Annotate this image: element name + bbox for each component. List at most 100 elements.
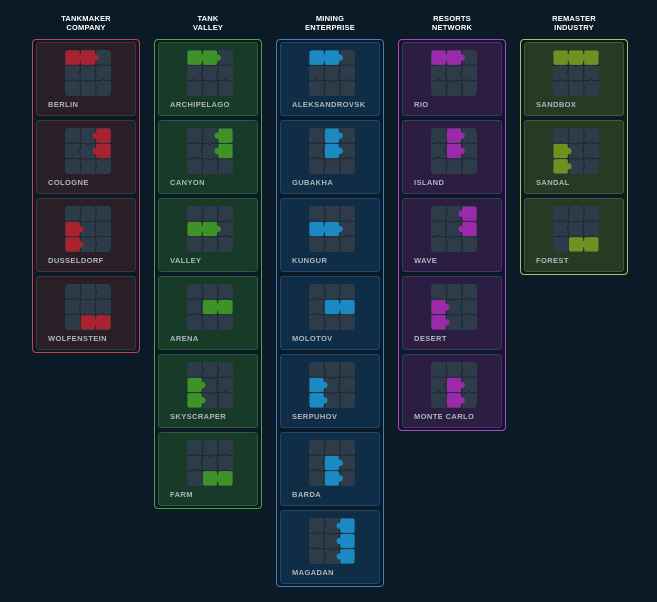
puzzle-knob <box>92 147 99 155</box>
level-card-archipelago[interactable]: ARCHIPELAGO <box>158 42 258 116</box>
level-thumbnail <box>187 440 233 486</box>
level-card-barda[interactable]: BARDA <box>280 432 380 506</box>
level-card-skyscraper[interactable]: SKYSCRAPER <box>158 354 258 428</box>
level-thumbnail <box>309 440 355 486</box>
puzzle-piece <box>187 377 202 393</box>
level-card-monte-carlo[interactable]: MONTE CARLO <box>402 354 502 428</box>
puzzle-seam <box>187 453 233 458</box>
puzzle-knob <box>458 132 465 139</box>
level-label: SERPUHOV <box>292 412 338 421</box>
puzzle-knob <box>458 381 465 389</box>
puzzle-seam <box>553 219 599 224</box>
puzzle-icon <box>309 518 355 564</box>
level-label: WAVE <box>414 256 438 265</box>
puzzle-knob <box>92 132 99 139</box>
puzzle-seam <box>187 375 233 380</box>
level-card-farm[interactable]: FARM <box>158 432 258 506</box>
level-card-dusseldorf[interactable]: DUSSELDORF <box>36 198 136 272</box>
puzzle-piece <box>340 533 355 549</box>
puzzle-icon <box>65 206 111 252</box>
puzzle-seam <box>553 78 599 83</box>
level-card-molotov[interactable]: MOLOTOV <box>280 276 380 350</box>
puzzle-knob <box>458 397 465 404</box>
level-card-aleksandrovsk[interactable]: ALEKSANDROVSK <box>280 42 380 116</box>
level-card-forest[interactable]: FOREST <box>524 198 624 272</box>
puzzle-piece <box>324 50 340 65</box>
puzzle-piece <box>218 471 233 486</box>
level-card-sandbox[interactable]: SANDBOX <box>524 42 624 116</box>
puzzle-piece <box>340 518 355 533</box>
level-card-cologne[interactable]: COLOGNE <box>36 120 136 194</box>
level-card-island[interactable]: ISLAND <box>402 120 502 194</box>
puzzle-seam <box>553 141 599 146</box>
puzzle-icon <box>431 128 477 174</box>
puzzle-piece <box>462 206 477 221</box>
level-label: MOLOTOV <box>292 334 333 343</box>
puzzle-knob <box>443 303 450 311</box>
level-thumbnail <box>309 128 355 174</box>
puzzle-icon <box>187 284 233 330</box>
puzzle-piece <box>324 455 340 471</box>
puzzle-knob <box>336 303 343 311</box>
puzzle-icon <box>65 284 111 330</box>
puzzle-knob <box>336 522 343 529</box>
level-card-desert[interactable]: DESERT <box>402 276 502 350</box>
group-title: TANK VALLEY <box>154 0 262 38</box>
level-label: CANYON <box>170 178 205 187</box>
level-thumbnail <box>187 284 233 330</box>
level-label: MONTE CARLO <box>414 412 475 421</box>
puzzle-piece <box>324 299 340 315</box>
level-thumbnail <box>431 362 477 408</box>
puzzle-piece <box>553 143 568 159</box>
puzzle-knob <box>321 397 328 404</box>
level-thumbnail <box>65 128 111 174</box>
puzzle-piece <box>187 393 202 408</box>
group-column: TANK VALLEY ARCHIPELAGO CANYON VALLEY ARENA SK… <box>154 0 262 509</box>
level-thumbnail <box>553 50 599 96</box>
level-card-wolfenstein[interactable]: WOLFENSTEIN <box>36 276 136 350</box>
puzzle-piece <box>202 471 218 486</box>
level-thumbnail <box>309 206 355 252</box>
puzzle-piece <box>584 50 599 65</box>
puzzle-icon <box>309 362 355 408</box>
puzzle-icon <box>553 128 599 174</box>
puzzle-knob <box>458 210 465 217</box>
group-frame: SANDBOX SANDAL FOREST <box>520 39 628 275</box>
level-card-gubakha[interactable]: GUBAKHA <box>280 120 380 194</box>
level-card-berlin[interactable]: BERLIN <box>36 42 136 116</box>
puzzle-icon <box>187 128 233 174</box>
puzzle-icon <box>65 50 111 96</box>
puzzle-piece <box>218 143 233 159</box>
puzzle-piece <box>187 50 202 65</box>
level-thumbnail <box>187 50 233 96</box>
puzzle-seam <box>215 362 220 408</box>
level-card-kungur[interactable]: KUNGUR <box>280 198 380 272</box>
level-card-rio[interactable]: RIO <box>402 42 502 116</box>
level-label: BARDA <box>292 490 322 499</box>
level-card-wave[interactable]: WAVE <box>402 198 502 272</box>
level-card-canyon[interactable]: CANYON <box>158 120 258 194</box>
group-column: TANKMAKER COMPANY BERLIN COLOGNE DUSSELDORF W… <box>32 0 140 353</box>
puzzle-piece <box>80 315 96 330</box>
group-title-line2: NETWORK <box>431 23 473 32</box>
puzzle-piece <box>340 549 355 564</box>
level-card-serpuhov[interactable]: SERPUHOV <box>280 354 380 428</box>
group-frame: ALEKSANDROVSK GUBAKHA KUNGUR MOLOTOV SERPUHO… <box>276 39 384 587</box>
top-caption-text: · · · · · · · <box>311 0 346 4</box>
puzzle-knob <box>336 537 343 545</box>
level-label: ARCHIPELAGO <box>170 100 230 109</box>
level-label: WOLFENSTEIN <box>48 334 107 343</box>
level-label: SANDAL <box>536 178 570 187</box>
level-label: FARM <box>170 490 193 499</box>
group-title-line1: TANKMAKER <box>61 14 111 23</box>
level-label: GUBAKHA <box>292 178 334 187</box>
level-card-arena[interactable]: ARENA <box>158 276 258 350</box>
puzzle-seam <box>431 156 477 161</box>
puzzle-icon <box>309 128 355 174</box>
puzzle-piece <box>324 143 340 159</box>
level-card-valley[interactable]: VALLEY <box>158 198 258 272</box>
level-card-magadan[interactable]: MAGADAN <box>280 510 380 584</box>
level-card-sandal[interactable]: SANDAL <box>524 120 624 194</box>
puzzle-knob <box>336 553 343 560</box>
puzzle-icon <box>431 362 477 408</box>
